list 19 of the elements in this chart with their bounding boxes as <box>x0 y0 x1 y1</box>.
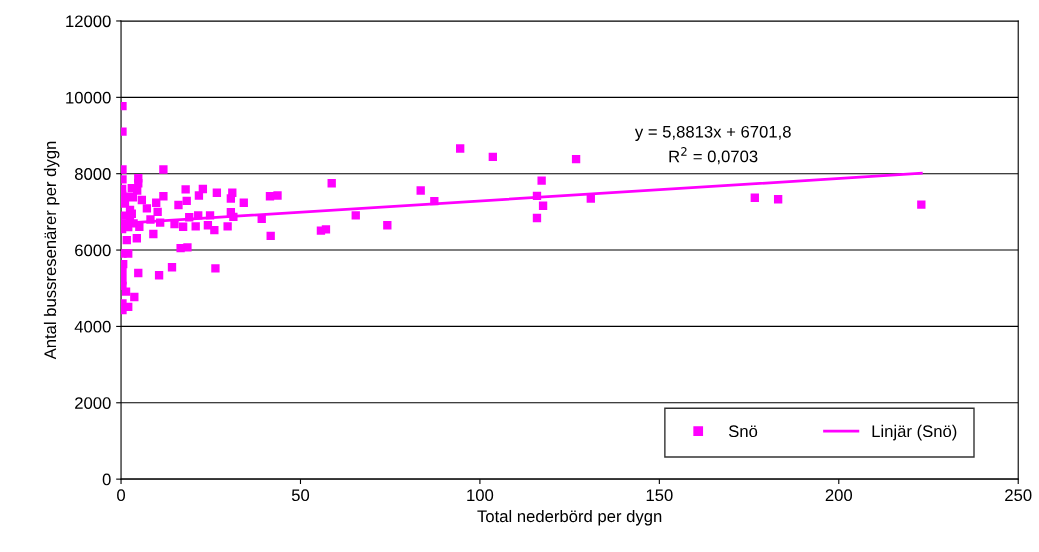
y-tick-label: 12000 <box>66 15 111 28</box>
x-tick-label: 0 <box>117 489 126 502</box>
legend-label: Snö <box>728 425 758 438</box>
y-tick-label: 10000 <box>66 91 111 104</box>
y-axis-title: Antal bussresenärer per dygn <box>43 141 60 360</box>
legend-label: Linjär (Snö) <box>872 424 957 441</box>
annotation: R$^{2}$ = 0,0703 <box>669 147 758 165</box>
x-tick-label: 50 <box>291 489 310 502</box>
y-tick-label: 8000 <box>74 168 111 180</box>
x-tick-label: 150 <box>646 489 673 502</box>
x-axis-title: Total nederbörd per dygn <box>477 509 662 526</box>
annotation: y = 5,8813x + 6701,8 <box>634 125 791 141</box>
y-tick-label: 6000 <box>75 244 111 257</box>
x-tick-label: 250 <box>1005 489 1032 502</box>
y-tick-label: 2000 <box>75 397 111 409</box>
y-tick-label: 0 <box>102 473 111 486</box>
x-tick-label: 200 <box>825 489 853 502</box>
y-tick-label: 4000 <box>74 320 111 333</box>
x-tick-label: 100 <box>467 489 494 502</box>
